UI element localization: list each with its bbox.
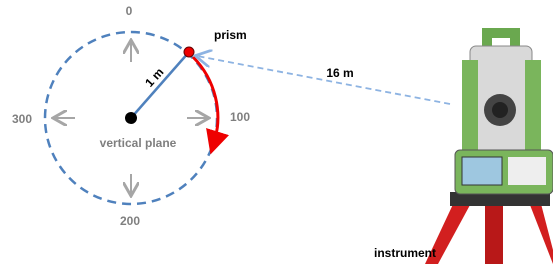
distance-label: 16 m: [326, 66, 353, 80]
angle-label: 300: [12, 112, 32, 126]
angle-label: 0: [126, 4, 133, 18]
center-point: [125, 112, 137, 124]
instrument-label: instrument: [374, 246, 436, 260]
angle-label: 200: [120, 214, 140, 228]
instrument-drawing: [425, 28, 553, 264]
radius-line: [131, 52, 189, 118]
diagram: 0 100 200 300 vertical plane 1 m prism 1…: [0, 0, 553, 264]
plane-label: vertical plane: [100, 136, 177, 150]
angle-label: 100: [230, 110, 250, 124]
rotation-arrow: [193, 57, 218, 143]
sight-line: [197, 56, 450, 104]
radius-label: 1 m: [142, 65, 166, 90]
prism-point: [184, 47, 194, 57]
prism-label: prism: [214, 28, 247, 42]
